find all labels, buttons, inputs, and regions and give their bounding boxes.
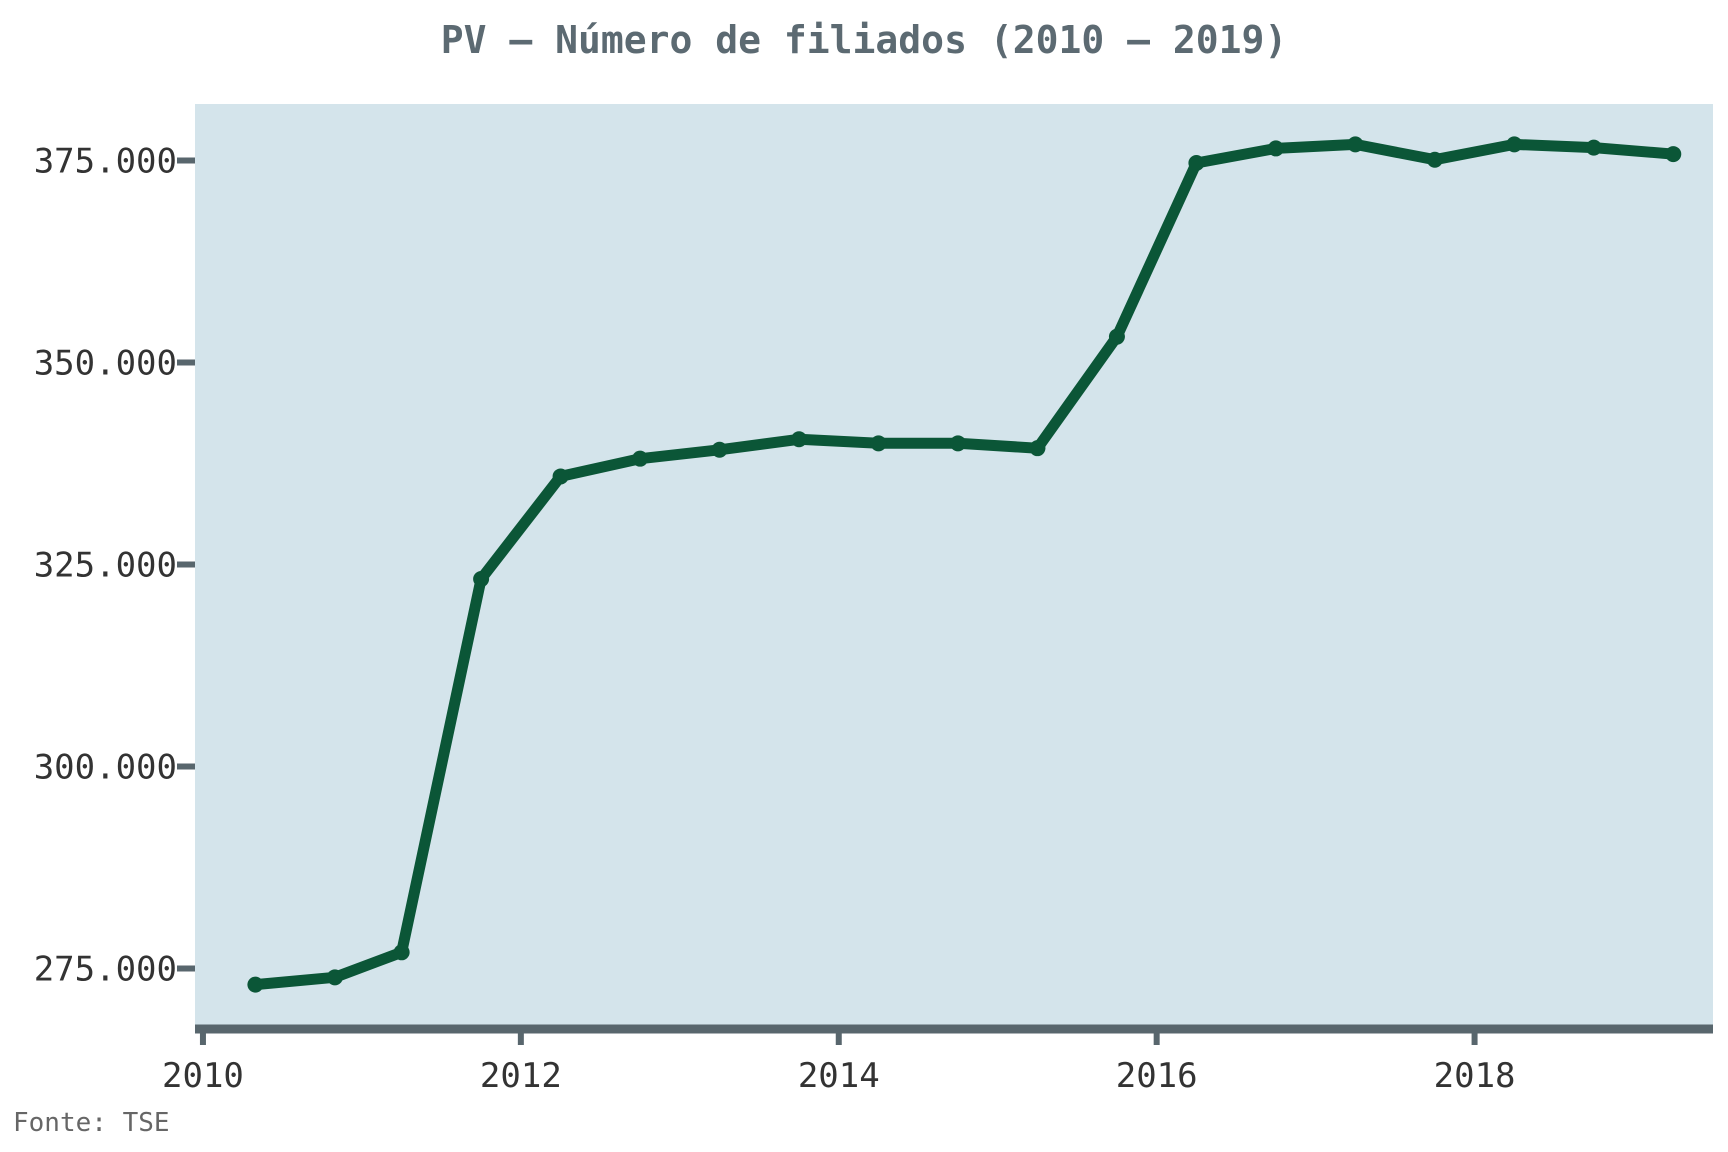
- data-point: [870, 435, 887, 452]
- data-point: [1347, 136, 1364, 153]
- data-point: [326, 969, 343, 986]
- data-point: [247, 976, 264, 993]
- data-point: [1665, 146, 1682, 163]
- data-point: [1108, 328, 1125, 345]
- chart-title: PV – Número de filiados (2010 – 2019): [441, 18, 1287, 62]
- data-point: [552, 468, 569, 485]
- x-tick-label: 2012: [480, 1056, 562, 1096]
- x-tick-label: 2014: [798, 1056, 880, 1096]
- data-point: [949, 435, 966, 452]
- y-tick-label: 325.000: [34, 546, 177, 586]
- y-tick-label: 375.000: [34, 142, 177, 182]
- data-point: [1029, 440, 1046, 457]
- data-point: [473, 571, 490, 588]
- y-tick-label: 275.000: [34, 949, 177, 989]
- y-axis: 275.000 300.000 325.000 350.000 375.000: [34, 142, 195, 989]
- y-tick-label: 350.000: [34, 344, 177, 384]
- data-point: [791, 431, 808, 448]
- data-point: [1188, 154, 1205, 171]
- x-axis: 2010 2012 2014 2016 2018: [162, 1024, 1713, 1096]
- x-tick-label: 2018: [1434, 1056, 1516, 1096]
- data-point: [1267, 140, 1284, 157]
- plot-background: [195, 104, 1713, 1025]
- y-tick-label: 300.000: [34, 747, 177, 787]
- data-point: [1506, 136, 1523, 153]
- data-point: [393, 944, 410, 961]
- x-tick-label: 2010: [162, 1056, 244, 1096]
- data-point: [1426, 151, 1443, 168]
- x-tick-label: 2016: [1116, 1056, 1198, 1096]
- data-point: [711, 441, 728, 458]
- source-note: Fonte: TSE: [13, 1108, 170, 1138]
- data-point: [632, 450, 649, 467]
- series-layer: [247, 136, 1682, 993]
- data-point: [1585, 139, 1602, 156]
